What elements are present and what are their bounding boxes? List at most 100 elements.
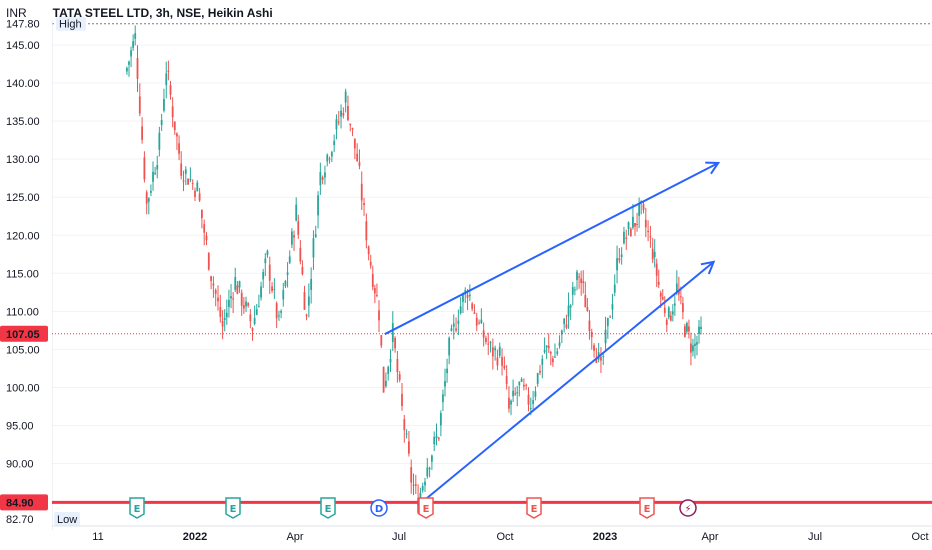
event-markers[interactable]: E E E D E E E ⚡ — [129, 497, 697, 519]
earnings-icon — [129, 497, 145, 519]
candle-body — [180, 163, 183, 176]
candle-body — [462, 294, 464, 302]
candle-body — [138, 96, 141, 114]
candle-body — [414, 484, 417, 486]
candle-body — [367, 246, 370, 255]
candle-body — [317, 195, 319, 216]
event-marker-up[interactable]: E — [129, 497, 145, 519]
low-value-label: 82.70 — [6, 514, 34, 526]
price-tick-label: 145.00 — [6, 40, 40, 52]
event-letter: E — [325, 504, 332, 515]
candle-body — [165, 73, 168, 85]
candle-body — [494, 348, 497, 351]
event-marker-dividend[interactable]: D — [370, 499, 388, 517]
candle-body — [586, 307, 589, 311]
candle-body — [549, 352, 552, 354]
time-axis[interactable]: 11 2022 Apr Jul Oct 2023 Apr Jul Oct — [52, 525, 932, 543]
candle-body — [401, 393, 403, 407]
low-marker-label: Low — [57, 514, 77, 526]
candle-body — [466, 294, 469, 298]
earnings-icon — [526, 497, 542, 519]
candle-body — [584, 295, 587, 308]
candle-body — [560, 330, 563, 335]
price-tick-label: 115.00 — [6, 268, 39, 280]
trendline-lower[interactable] — [417, 261, 715, 507]
chart-overlays[interactable] — [52, 161, 932, 507]
candle-body — [649, 236, 652, 238]
candle-body — [268, 264, 271, 281]
candle-body — [238, 281, 241, 288]
candle-body — [448, 337, 451, 356]
candle-body — [335, 119, 338, 130]
candle-body — [663, 307, 666, 314]
candle-body — [371, 274, 374, 287]
candle-body — [410, 467, 413, 483]
candle-body — [627, 222, 630, 230]
candle-body — [358, 162, 361, 167]
candle-body — [609, 316, 612, 318]
candle-body — [634, 223, 636, 227]
candle-body — [426, 467, 429, 477]
price-tick-label: 105.00 — [6, 344, 40, 356]
event-marker-down[interactable]: E — [639, 497, 655, 519]
candle-body — [178, 143, 180, 154]
event-marker-up[interactable]: E — [225, 497, 241, 519]
candle-body — [249, 314, 252, 322]
candle-body — [681, 303, 684, 313]
trendline-upper[interactable] — [384, 162, 719, 336]
candle-body — [236, 285, 239, 294]
price-tick-label: 100.00 — [6, 382, 40, 394]
split-icon — [679, 499, 697, 517]
candle-body — [314, 234, 317, 238]
price-tick-label: 120.00 — [6, 230, 40, 242]
candle-body — [616, 258, 618, 271]
candle-body — [508, 397, 510, 409]
candle-body — [351, 128, 354, 130]
event-letter: D — [375, 504, 383, 515]
candle-body — [288, 256, 291, 263]
candle-body — [516, 392, 519, 394]
event-marker-down[interactable]: E — [418, 497, 434, 519]
candle-body — [669, 315, 672, 321]
candle-body — [158, 132, 161, 150]
event-marker-split[interactable]: ⚡ — [679, 499, 697, 517]
candle-body — [428, 467, 431, 470]
candle-body — [563, 318, 566, 325]
time-tick-label: Oct — [911, 531, 928, 543]
candle-body — [387, 366, 390, 374]
candle-body — [278, 315, 280, 317]
candle-body — [143, 157, 146, 180]
price-axis[interactable]: 145.00 140.00 135.00 130.00 125.00 120.00 115.… — [0, 16, 86, 550]
candle-body — [439, 413, 442, 426]
event-marker-up[interactable]: E — [320, 497, 336, 519]
candle-body — [558, 342, 561, 347]
candle-body — [333, 140, 336, 146]
candle-body — [602, 356, 605, 358]
candle-body — [556, 351, 559, 354]
dividend-icon — [370, 499, 388, 517]
chart-header: INR TATA STEEL LTD, 3h, NSE, Heikin Ashi — [6, 6, 273, 20]
candle-body — [262, 271, 265, 280]
candle-body — [293, 235, 295, 238]
candle-body — [305, 314, 308, 317]
candlestick-series — [126, 25, 702, 515]
candle-body — [169, 85, 172, 95]
candle-body — [613, 284, 616, 293]
candle-body — [408, 441, 410, 454]
candle-body — [373, 288, 376, 294]
candle-body — [245, 301, 247, 307]
candle-body — [145, 192, 148, 204]
candle-body — [496, 357, 499, 366]
candle-body — [684, 326, 686, 337]
high-marker-bg — [56, 16, 86, 31]
candle-body — [503, 365, 506, 369]
candle-body — [232, 298, 235, 300]
support-price-tag: 84.90 — [6, 497, 34, 509]
candle-body — [128, 61, 130, 65]
candle-body — [330, 152, 333, 157]
candle-body — [136, 58, 139, 79]
candle-body — [655, 263, 658, 276]
candle-body — [629, 228, 632, 237]
event-marker-down[interactable]: E — [526, 497, 542, 519]
